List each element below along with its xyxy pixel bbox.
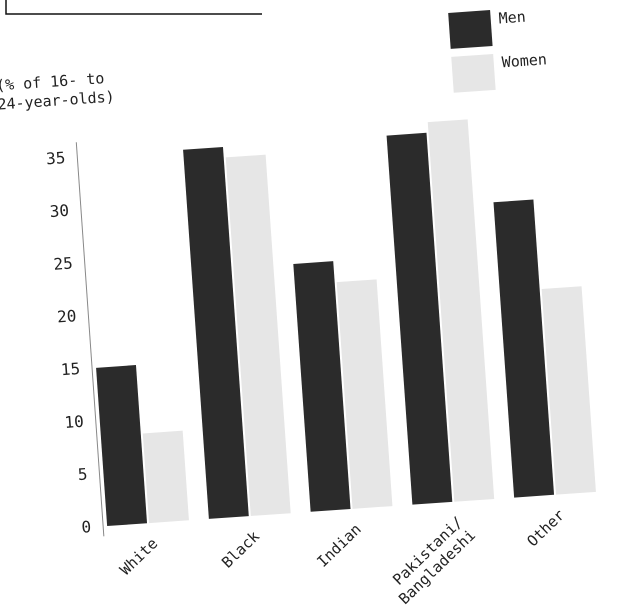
category-label: Black <box>218 527 263 571</box>
legend-swatch-women <box>451 53 496 93</box>
bar-women-black <box>225 154 291 516</box>
bar-men-white <box>96 365 148 527</box>
y-tick-label: 35 <box>45 148 66 168</box>
category-label-line: Other <box>523 506 568 550</box>
category-label-line: Indian <box>313 520 364 571</box>
category-label: Pakistani/Bangladeshi <box>389 513 479 608</box>
bar-women-pakistani-bangladeshi <box>427 119 495 502</box>
y-axis-line <box>75 142 105 537</box>
frame-fragment <box>5 0 262 15</box>
y-tick-label: 15 <box>60 359 81 379</box>
category-label: Other <box>523 506 568 550</box>
y-tick-label: 0 <box>81 517 92 537</box>
category-label: Indian <box>313 520 364 571</box>
legend-label-men: Men <box>498 8 526 28</box>
category-label: White <box>116 534 161 578</box>
category-label-line: Black <box>218 527 263 571</box>
bar-men-indian <box>293 261 351 512</box>
y-tick-label: 25 <box>53 254 74 274</box>
bar-women-white <box>142 430 189 524</box>
y-tick-label: 20 <box>57 306 78 326</box>
legend-label-women: Women <box>501 50 547 71</box>
bar-women-other <box>541 286 596 495</box>
bar-men-pakistani-bangladeshi <box>386 132 453 505</box>
y-tick-label: 5 <box>77 464 88 484</box>
bar-women-indian <box>336 279 393 509</box>
bar-men-other <box>493 199 555 498</box>
legend-swatch-men <box>448 10 493 49</box>
y-tick-label: 10 <box>64 412 85 432</box>
category-label-line: White <box>116 534 161 578</box>
bar-men-black <box>183 147 249 519</box>
y-tick-label: 30 <box>49 201 70 221</box>
